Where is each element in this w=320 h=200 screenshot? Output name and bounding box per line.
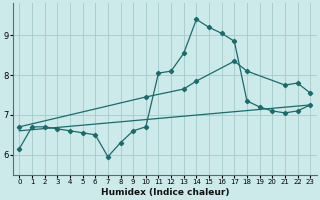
X-axis label: Humidex (Indice chaleur): Humidex (Indice chaleur) [100,188,229,197]
